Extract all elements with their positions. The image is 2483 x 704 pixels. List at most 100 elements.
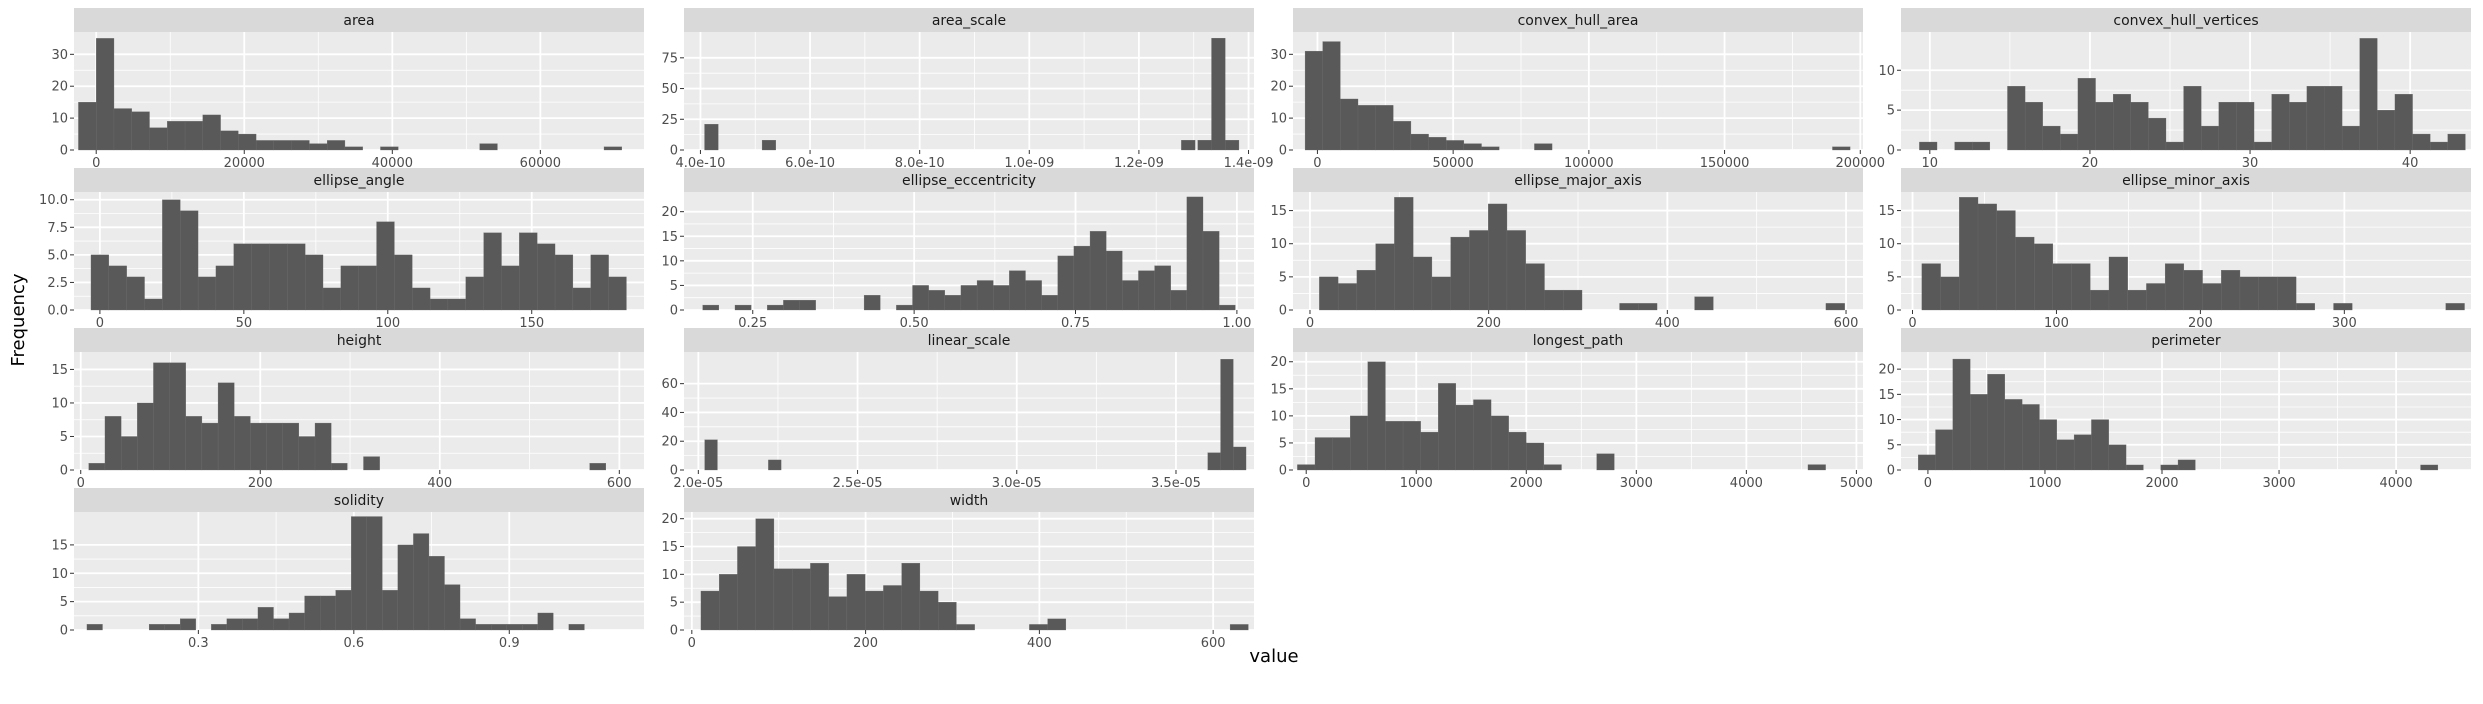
y-tick-label: 0 — [1887, 144, 1895, 159]
histogram-bar — [1563, 289, 1583, 311]
histogram-bar — [1220, 359, 1234, 471]
y-tick-label: 10 — [51, 396, 68, 411]
facet-strip — [684, 8, 1254, 32]
y-tick-label: 5 — [1887, 270, 1895, 285]
facet-strip — [74, 8, 644, 32]
facet-strip — [684, 168, 1254, 192]
histogram-bar — [896, 304, 913, 311]
histogram-bar — [309, 143, 328, 151]
facet-title: convex_hull_area — [1518, 13, 1639, 29]
y-tick-label: 15 — [1878, 204, 1895, 219]
facet-ellipse-eccentricity: ellipse_eccentricity 0.25 0.50 0.75 1.00 0 5 10… — [661, 168, 1254, 331]
histogram-bar — [1402, 421, 1421, 471]
x-tick-label: 600 — [1201, 636, 1226, 651]
histogram-bar — [376, 221, 395, 311]
facet-title: perimeter — [2151, 333, 2220, 349]
x-tick-label: 1.2e-09 — [1114, 156, 1164, 171]
histogram-bar — [2108, 444, 2127, 471]
histogram-bar — [960, 285, 978, 311]
histogram-bar — [291, 140, 310, 151]
histogram-bar — [719, 574, 738, 631]
histogram-bar — [2015, 236, 2035, 311]
histogram-bar — [519, 232, 538, 311]
histogram-bar — [2202, 283, 2222, 311]
facet-convex-hull-area: convex_hull_area 0 50000 100000 150000 200000… — [1270, 8, 1885, 171]
histogram-bar — [2164, 263, 2184, 311]
histogram-bar — [1438, 383, 1457, 471]
y-tick-label: 5 — [1887, 438, 1895, 453]
x-tick-label: 4000 — [1730, 476, 1763, 491]
y-tick-label: 75 — [661, 51, 678, 66]
histogram-bar — [2183, 86, 2202, 151]
histogram-bar — [1428, 137, 1447, 151]
x-tick-label: 20 — [2082, 156, 2099, 171]
panel-background — [684, 32, 1254, 150]
facet-area: area 0 20000 40000 60000 0 10 20 30 — [51, 8, 644, 171]
histogram-bar — [2091, 419, 2109, 471]
histogram-bar — [234, 416, 251, 471]
histogram-bar — [1534, 143, 1553, 151]
histogram-bar — [2165, 141, 2184, 151]
facet-strip — [1293, 328, 1863, 352]
histogram-bar — [1481, 146, 1500, 151]
histogram-bar — [603, 146, 622, 151]
histogram-bar — [1525, 263, 1545, 311]
histogram-bar — [2095, 102, 2114, 151]
histogram-bar — [1832, 146, 1851, 151]
histogram-bar — [846, 574, 866, 631]
histogram-bar — [1207, 452, 1221, 471]
histogram-bar — [2289, 102, 2308, 151]
histogram-bar — [282, 422, 300, 471]
y-tick-label: 10 — [1878, 64, 1895, 79]
histogram-bar — [554, 254, 574, 311]
histogram-bar — [314, 422, 332, 471]
histogram-bar — [993, 285, 1010, 311]
histogram-bar — [928, 290, 945, 311]
histogram-bar — [1170, 290, 1188, 311]
facet-strip — [1293, 8, 1863, 32]
histogram-bar — [799, 300, 816, 311]
histogram-bar — [266, 422, 283, 471]
x-tick-label: 40 — [2402, 156, 2419, 171]
x-tick-label: 0.3 — [188, 636, 209, 651]
histogram-bar — [255, 140, 275, 151]
histogram-bar — [78, 102, 97, 151]
histogram-bar — [737, 546, 756, 631]
histogram-bar — [2277, 276, 2297, 311]
facet-strip — [684, 488, 1254, 512]
histogram-bar — [217, 382, 235, 471]
histogram-bar — [162, 199, 181, 311]
x-tick-label: 1.4e-09 — [1224, 156, 1274, 171]
y-tick-label: 10.0 — [39, 193, 68, 208]
histogram-bar — [429, 298, 449, 311]
histogram-bar — [1987, 374, 2005, 471]
histogram-bar — [1420, 431, 1439, 471]
x-tick-label: 400 — [1655, 316, 1680, 331]
y-tick-label: 0 — [60, 624, 68, 639]
histogram-bar — [447, 298, 466, 311]
histogram-bar — [1638, 303, 1658, 311]
histogram-bar — [1073, 245, 1091, 311]
y-axis-title: Frequency — [8, 273, 29, 366]
histogram-bar — [938, 602, 957, 631]
histogram-bar — [251, 243, 270, 311]
histogram-bar — [2183, 270, 2203, 311]
histogram-bar — [1543, 464, 1562, 471]
facet-title: height — [337, 333, 382, 349]
x-tick-label: 1.0e-09 — [1004, 156, 1054, 171]
histogram-bar — [944, 295, 962, 311]
x-tick-label: 1.00 — [1222, 316, 1251, 331]
histogram-bar — [86, 624, 103, 631]
histogram-bar — [1385, 421, 1404, 471]
histogram-bar — [120, 436, 138, 471]
histogram-bar — [1694, 296, 1714, 311]
x-tick-label: 20000 — [224, 156, 265, 171]
x-tick-label: 600 — [1834, 316, 1859, 331]
histogram-bar — [2071, 263, 2091, 311]
histogram-bar — [700, 590, 720, 631]
histogram-bar — [273, 140, 292, 151]
y-tick-label: 5 — [670, 596, 678, 611]
histogram-bar — [1473, 399, 1492, 471]
facet-strip — [74, 328, 644, 352]
